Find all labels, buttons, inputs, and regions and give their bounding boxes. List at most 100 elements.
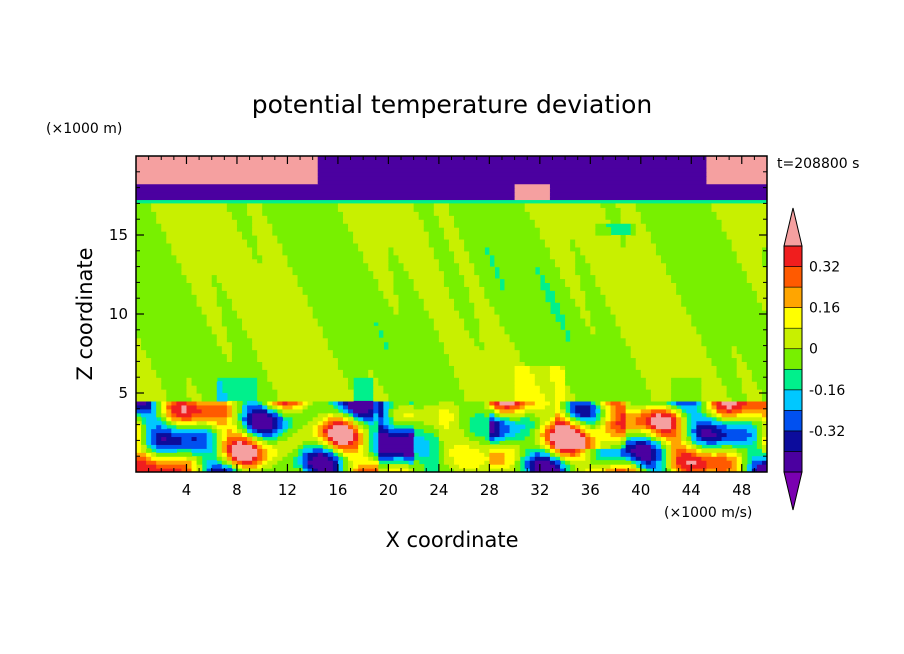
contour-cell [701,377,723,382]
contour-cell [504,278,541,283]
contour-cell [231,456,238,461]
contour-cell [615,416,622,422]
contour-cell [403,456,415,461]
contour-cell [353,424,359,430]
contour-cell [292,448,299,453]
contour-cell [484,286,501,291]
contour-cell [216,396,228,402]
contour-cell [287,262,369,268]
contour-cell [448,286,470,291]
contour-cell [499,424,511,430]
contour-cell [353,464,359,469]
contour-cell [676,456,702,461]
contour-cell [605,416,612,422]
contour-cell [358,416,364,422]
contour-cell [454,460,485,465]
contour-cell [443,282,465,287]
contour-cell [393,270,410,276]
contour-cell [166,412,172,418]
contour-cell [398,302,425,307]
contour-cell [267,373,344,378]
contour-cell [141,424,147,430]
contour-cell [373,408,379,414]
contour-cell [534,468,561,472]
contour-cell [454,365,516,370]
contour-cell [136,314,208,319]
contour-cell [671,396,702,402]
colorbar-tick-label: -0.32 [809,424,845,440]
contour-cell [292,432,314,438]
contour-cell [691,412,702,418]
contour-cell [231,345,253,351]
contour-cell [136,444,142,449]
contour-cell [277,440,304,445]
contour-cell [544,242,571,248]
contour-cell [322,420,329,426]
contour-cell [554,428,576,434]
contour-cell [736,254,763,260]
contour-cell [236,464,243,469]
contour-cell [317,163,708,169]
contour-cell [706,349,733,355]
contour-cell [136,361,152,366]
contour-cell [388,341,445,347]
contour-cell [539,424,546,430]
contour-cell [630,464,637,469]
contour-cell [231,349,258,355]
x-tick-label: 32 [530,481,549,499]
contour-cell [549,436,586,441]
contour-cell [640,211,718,216]
contour-cell [565,325,591,331]
contour-cell [211,282,223,287]
contour-cell [560,306,581,311]
contour-cell [479,325,506,331]
contour-cell [534,377,551,382]
contour-cell [595,424,602,430]
contour-cell [575,428,581,434]
contour-cell [514,381,536,386]
contour-cell [322,452,329,457]
contour-cell [393,290,420,295]
contour-cell [282,420,289,426]
contour-cell [262,440,268,445]
contour-cell [388,266,405,272]
contour-cell [716,412,723,418]
contour-cell [666,452,672,457]
contour-cell [640,456,652,461]
contour-cell [610,400,622,406]
contour-cell [706,345,733,351]
contour-cell [297,274,374,280]
contour-cell [459,412,475,418]
contour-cell [403,412,415,418]
contour-cell [201,310,223,315]
contour-cell [358,420,364,426]
contour-cell [484,412,490,418]
contour-cell [676,416,682,422]
contour-cell [635,452,652,457]
contour-cell [388,262,405,268]
contour-cell [494,400,501,406]
contour-cell [247,404,263,410]
contour-cell [489,432,501,438]
contour-cell [413,278,445,283]
contour-cell [615,408,627,414]
contour-cell [423,404,460,410]
contour-cell [761,254,767,260]
contour-cell [378,420,384,426]
contour-cell [605,400,612,406]
contour-cell [247,420,253,426]
contour-cell [262,203,339,208]
contour-cell [423,219,440,224]
contour-cell [575,242,622,248]
colorbar-segment [783,389,803,411]
contour-cell [524,456,531,461]
contour-cell [151,456,188,461]
contour-cell [681,294,758,299]
contour-cell [327,420,334,426]
contour-cell [146,448,152,453]
contour-cell [388,393,465,398]
contour-cell [459,385,516,390]
contour-cell [428,242,450,248]
contour-cell [358,242,430,248]
contour-cell [231,306,314,311]
